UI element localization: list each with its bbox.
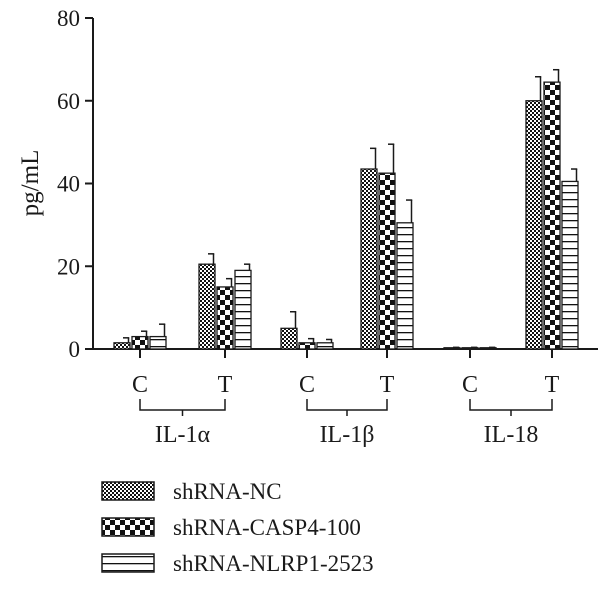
group-bracket xyxy=(306,399,388,411)
bar-shRNA-NLRP1-2523 xyxy=(396,222,414,350)
bar-shRNA-NLRP1-2523 xyxy=(316,342,334,350)
y-tick-label: 40 xyxy=(57,172,80,197)
error-bars xyxy=(123,68,578,349)
group-label: IL-1β xyxy=(320,422,375,448)
bar-shRNA-NC xyxy=(443,347,461,350)
bars xyxy=(113,81,579,350)
y-tick-label: 80 xyxy=(57,6,80,31)
bar-shRNA-CASP4-100 xyxy=(461,347,479,350)
legend-swatch-shRNA-NLRP1-2523 xyxy=(101,553,155,573)
bar-shRNA-CASP4-100 xyxy=(131,335,149,350)
bar-shRNA-NLRP1-2523 xyxy=(149,335,167,350)
x-tick-label: C xyxy=(462,372,478,398)
group-label: IL-18 xyxy=(484,422,539,448)
bar-shRNA-NLRP1-2523 xyxy=(479,347,497,350)
x-tick-label: C xyxy=(132,372,148,398)
x-tick-label: C xyxy=(299,372,315,398)
x-tick-label: T xyxy=(218,372,233,398)
legend-label: shRNA-NC xyxy=(173,479,282,504)
group-brackets: IL-1α IL-1β IL-18 xyxy=(139,399,553,448)
bar-shRNA-NLRP1-2523 xyxy=(561,180,579,350)
y-tick-label: 0 xyxy=(69,337,81,362)
bar-shRNA-CASP4-100 xyxy=(543,81,561,350)
x-tick-label: T xyxy=(545,372,560,398)
bar-shRNA-NC xyxy=(360,168,378,350)
legend: shRNA-NC shRNA-CASP4-100 shRNA-NLRP1-2523 xyxy=(101,479,374,576)
legend-swatch-shRNA-NC xyxy=(101,481,155,501)
bar-shRNA-NC xyxy=(525,100,543,350)
y-axis-title: pg/mL xyxy=(17,150,44,217)
legend-swatch-shRNA-CASP4-100 xyxy=(101,517,155,537)
group-bracket xyxy=(139,399,226,411)
legend-label: shRNA-NLRP1-2523 xyxy=(173,551,374,576)
bar-shRNA-NLRP1-2523 xyxy=(234,269,252,350)
y-axis: 0 20 40 60 80 xyxy=(57,6,94,362)
bar-shRNA-CASP4-100 xyxy=(298,342,316,350)
y-tick-label: 20 xyxy=(57,254,80,279)
x-tick-label: T xyxy=(380,372,395,398)
group-bracket xyxy=(469,399,553,411)
y-tick-label: 60 xyxy=(57,89,80,114)
bar-shRNA-CASP4-100 xyxy=(378,172,396,350)
bar-shRNA-NC xyxy=(198,263,216,350)
legend-label: shRNA-CASP4-100 xyxy=(173,515,361,540)
bar-shRNA-NC xyxy=(280,327,298,350)
bar-shRNA-NC xyxy=(113,342,131,350)
group-label: IL-1α xyxy=(155,422,211,448)
bar-shRNA-CASP4-100 xyxy=(216,286,234,350)
